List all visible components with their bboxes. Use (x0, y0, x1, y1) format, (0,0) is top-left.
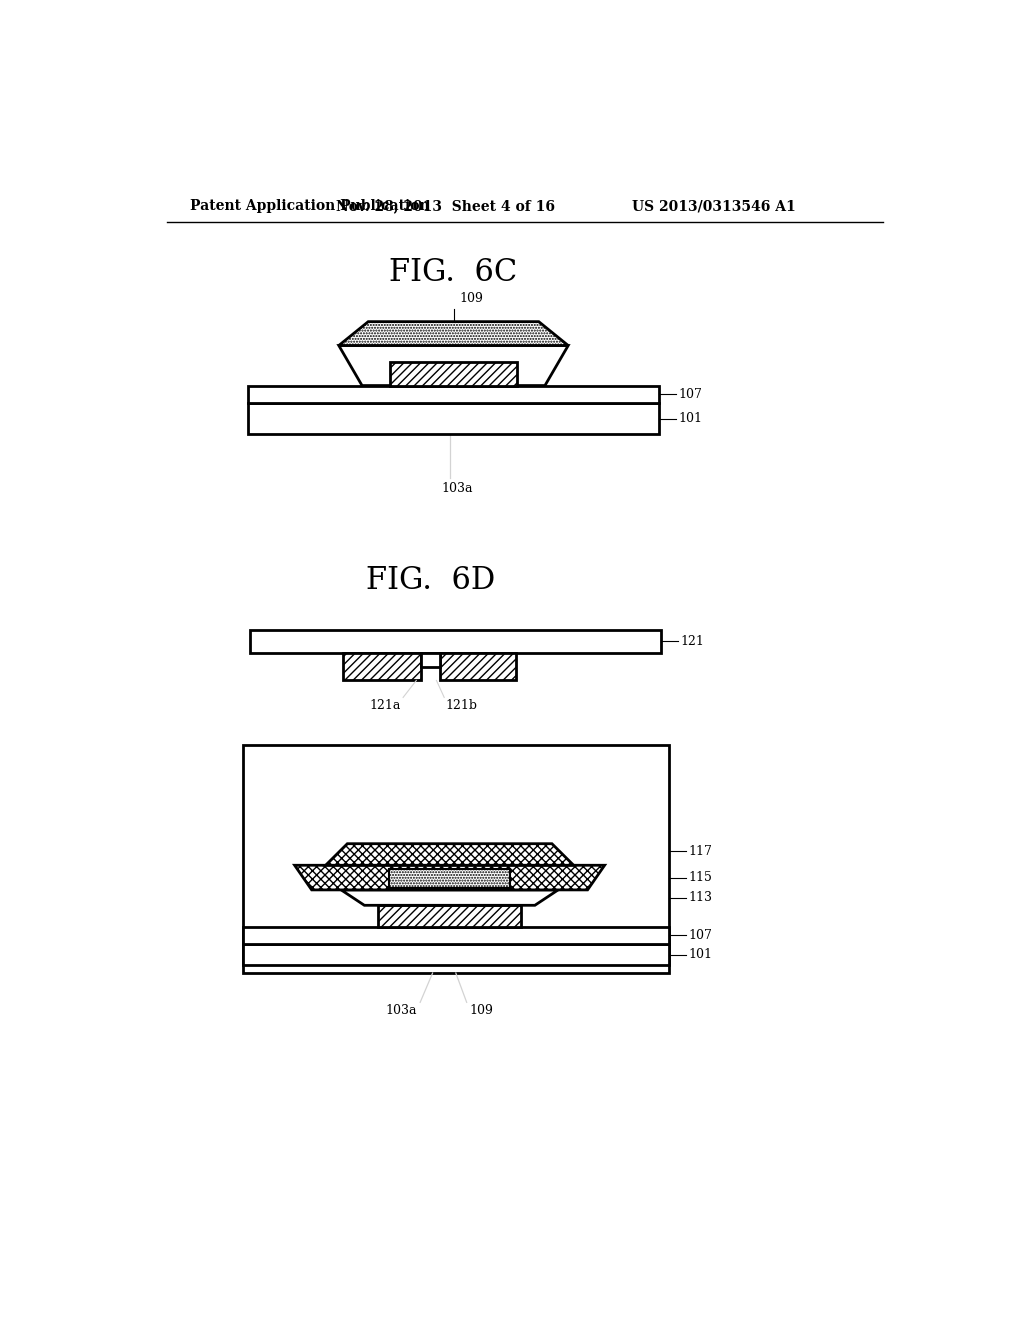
Text: Patent Application Publication: Patent Application Publication (190, 199, 430, 213)
Text: 103a: 103a (386, 1003, 417, 1016)
Text: 109: 109 (469, 1003, 493, 1016)
Text: FIG.  6C: FIG. 6C (389, 257, 517, 288)
Polygon shape (295, 866, 604, 890)
Bar (389, 869, 510, 887)
Bar (421, 653, 440, 667)
Bar (243, 744, 669, 973)
Text: Nov. 28, 2013  Sheet 4 of 16: Nov. 28, 2013 Sheet 4 of 16 (336, 199, 555, 213)
Text: 107: 107 (688, 929, 713, 942)
Text: 101: 101 (678, 412, 702, 425)
Text: 115: 115 (688, 871, 713, 884)
Text: 121: 121 (681, 635, 705, 648)
Text: 101: 101 (688, 948, 713, 961)
Text: 117: 117 (688, 845, 713, 858)
Text: US 2013/0313546 A1: US 2013/0313546 A1 (632, 199, 796, 213)
Polygon shape (341, 890, 558, 906)
Polygon shape (339, 346, 568, 385)
Bar (439, 653, 515, 681)
Text: 121a: 121a (370, 700, 400, 711)
Bar (248, 385, 658, 404)
Bar (248, 404, 658, 434)
Text: 113: 113 (688, 891, 713, 904)
Bar (390, 363, 517, 385)
Bar (378, 906, 521, 927)
Text: 121b: 121b (445, 700, 478, 711)
Text: 109: 109 (460, 293, 483, 305)
Polygon shape (326, 843, 573, 866)
Polygon shape (339, 322, 568, 346)
Text: 107: 107 (678, 388, 702, 400)
Bar (251, 630, 662, 653)
Bar (243, 944, 669, 965)
Bar (343, 653, 421, 681)
Text: 103a: 103a (441, 482, 473, 495)
Bar (243, 927, 669, 944)
Text: FIG.  6D: FIG. 6D (366, 565, 495, 595)
